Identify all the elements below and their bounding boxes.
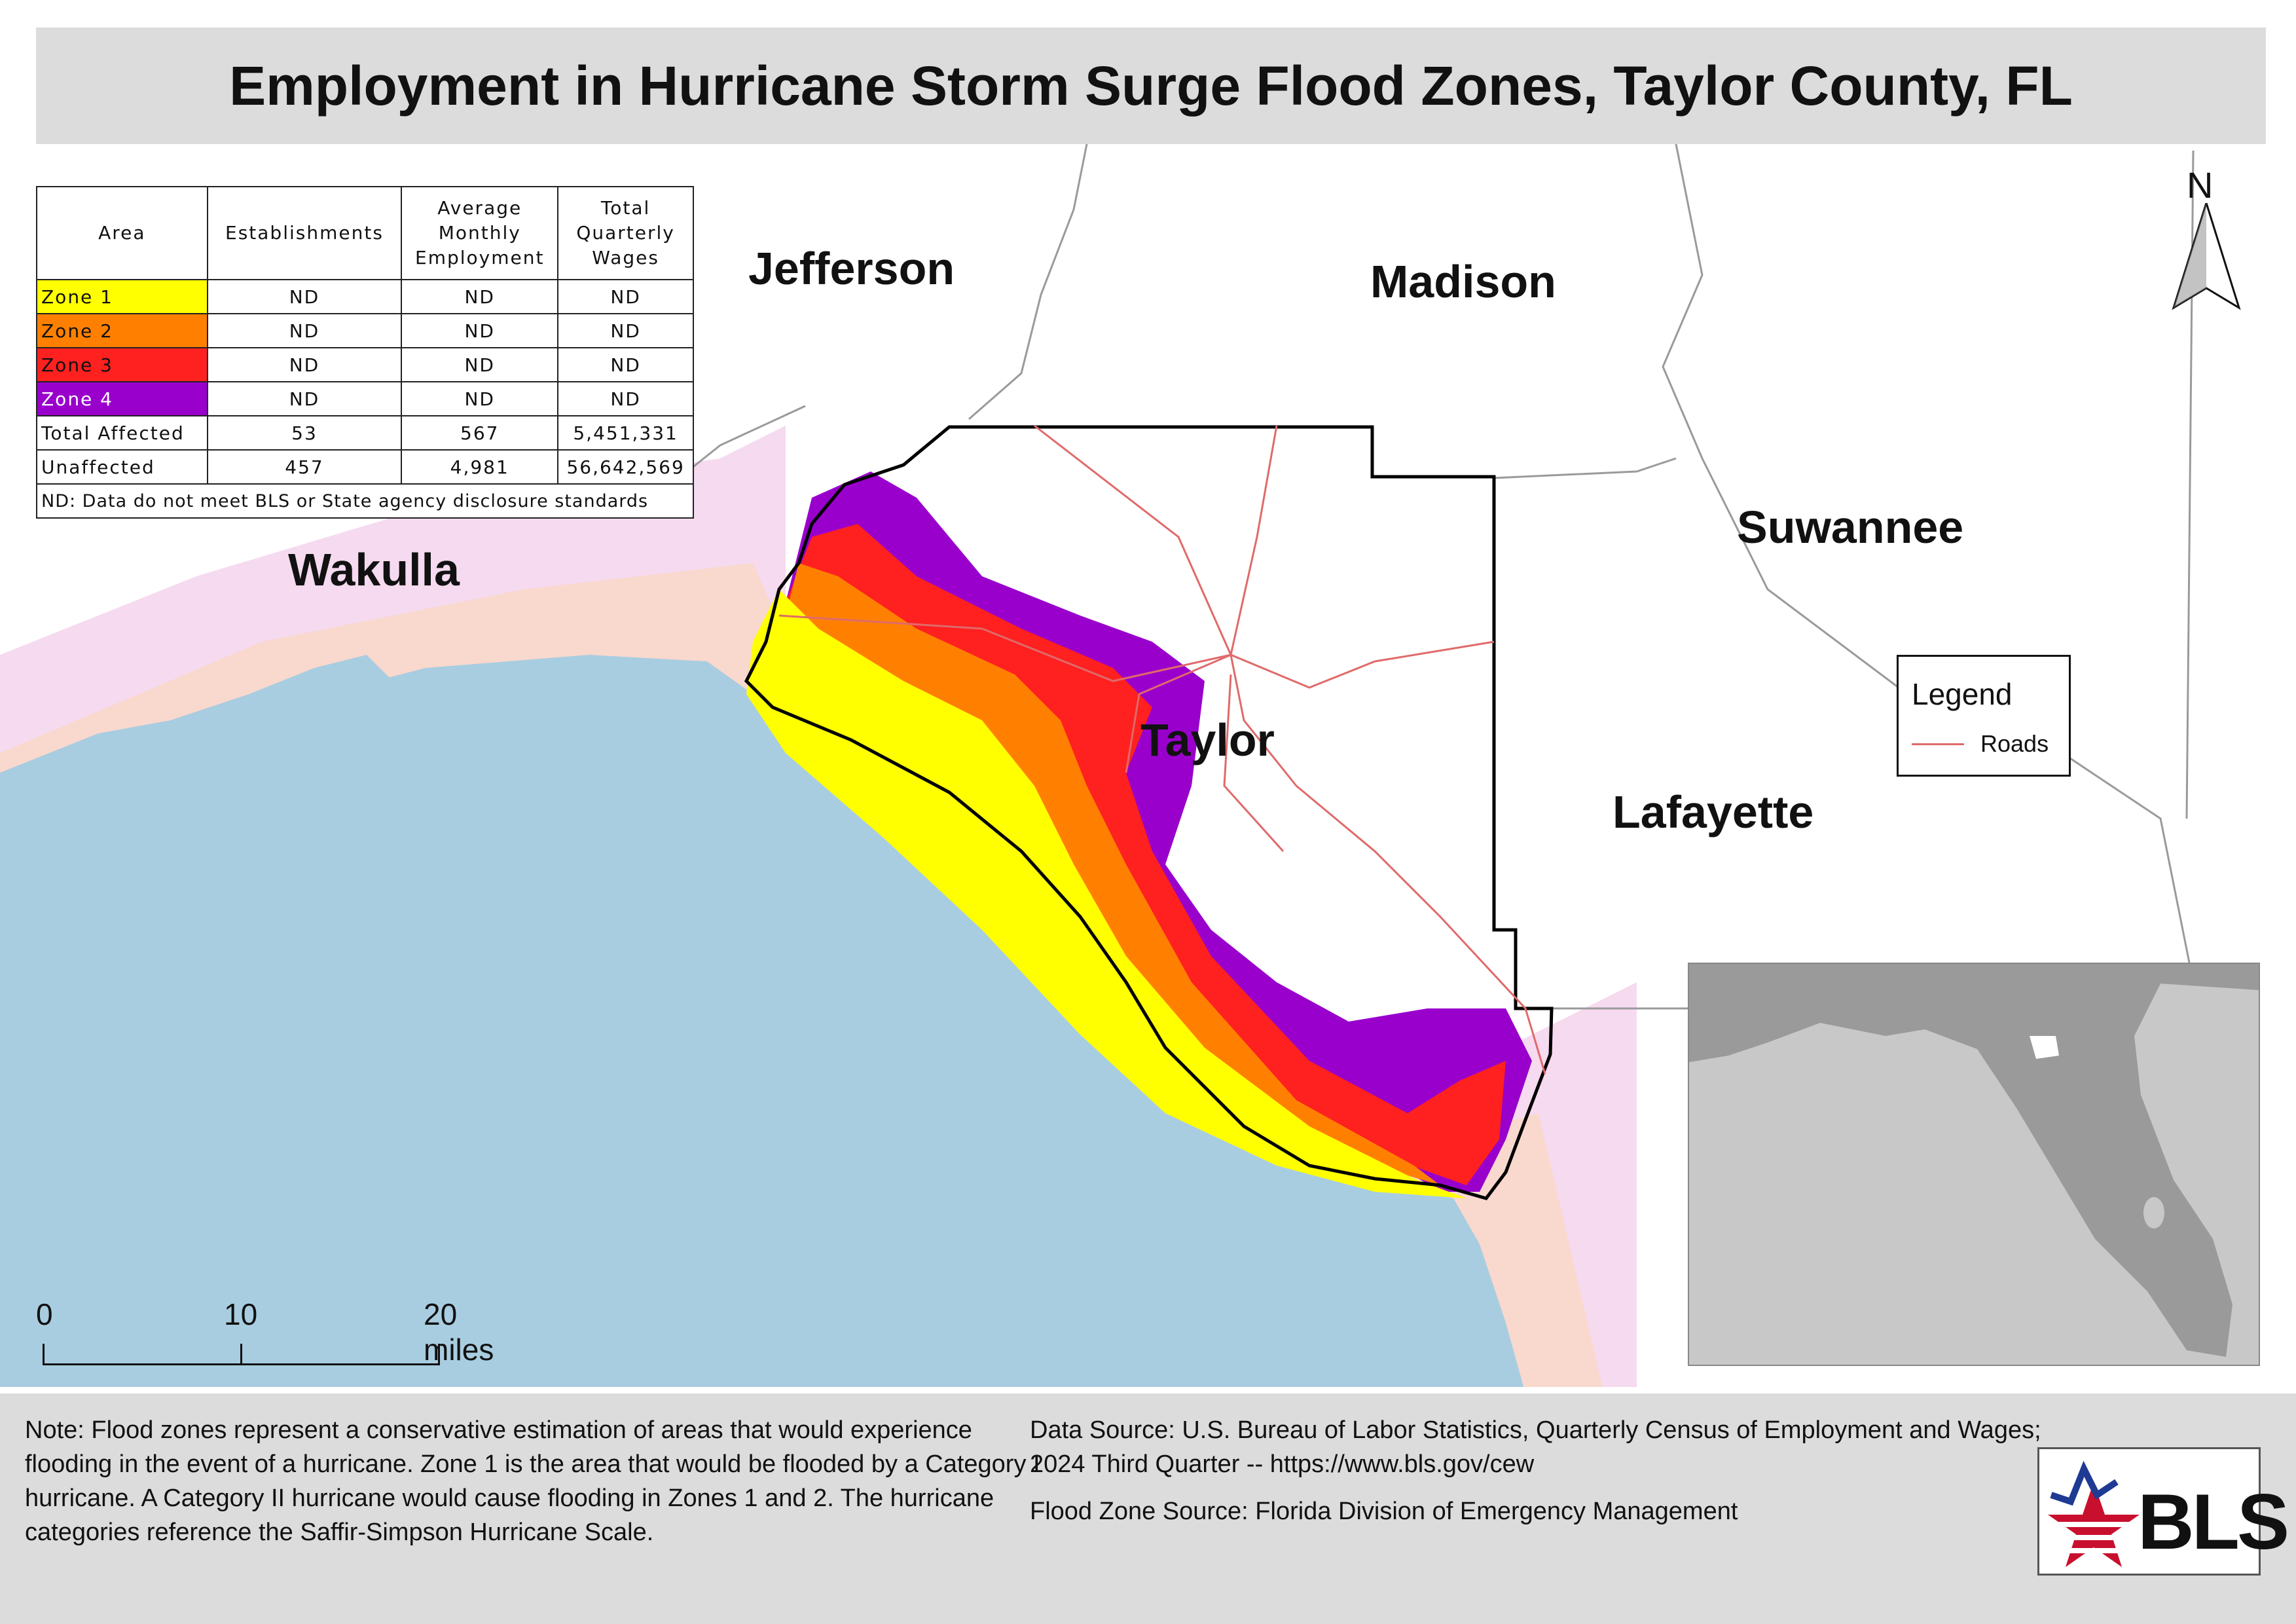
zone3-cell: Zone 3 (36, 347, 208, 382)
header-area: Area (36, 186, 208, 280)
bls-logo-text: BLS (2138, 1478, 2289, 1566)
flood-source-text: Flood Zone Source: Florida Division of E… (1030, 1498, 1738, 1525)
establishments-cell: 53 (206, 415, 403, 451)
table-footnote: ND: Data do not meet BLS or State agency… (36, 483, 694, 519)
scale-tick (438, 1344, 440, 1365)
taylor-county-outline (744, 425, 1554, 1200)
legend-title: Legend (1912, 677, 2013, 711)
scale-label-20: 20 miles (424, 1297, 494, 1367)
total-affected-cell: Total Affected (36, 415, 208, 451)
employment-cell: 567 (401, 415, 559, 451)
employment-cell: ND (401, 313, 559, 348)
county-label-suwannee: Suwannee (1737, 502, 1964, 553)
table-header-row: Area Establishments Average Monthly Empl… (36, 186, 694, 280)
florida-inset-shape (1689, 964, 2259, 1365)
county-label-madison: Madison (1370, 256, 1556, 307)
wages-cell: ND (557, 279, 694, 314)
employment-table: Area Establishments Average Monthly Empl… (36, 186, 694, 519)
employment-cell: ND (401, 347, 559, 382)
scale-label-0: 0 (36, 1297, 53, 1331)
north-arrow-icon (2172, 203, 2241, 310)
road-line-icon (1912, 743, 1964, 745)
county-label-wakulla: Wakulla (288, 544, 460, 595)
county-label-taylor: Taylor (1140, 714, 1275, 766)
establishments-cell: ND (206, 381, 403, 416)
table-footnote-row: ND: Data do not meet BLS or State agency… (36, 483, 694, 519)
north-arrow: N (2167, 164, 2246, 314)
establishments-cell: ND (206, 279, 403, 314)
wages-cell: ND (557, 347, 694, 382)
zone1-cell: Zone 1 (36, 279, 208, 314)
county-boundaries (654, 143, 2195, 1010)
title-bar: Employment in Hurricane Storm Surge Floo… (36, 28, 2266, 144)
establishments-cell: ND (206, 313, 403, 348)
map-title: Employment in Hurricane Storm Surge Floo… (229, 54, 2073, 117)
establishments-cell: ND (206, 347, 403, 382)
table-row: Zone 4 ND ND ND (36, 381, 694, 416)
employment-cell: 4,981 (401, 449, 559, 485)
sources: Data Source: U.S. Bureau of Labor Statis… (1030, 1413, 2051, 1541)
map-legend: Legend Roads (1897, 655, 2071, 777)
legend-label-roads: Roads (1980, 730, 2049, 757)
establishments-cell: 457 (206, 449, 403, 485)
county-label-lafayette: Lafayette (1613, 786, 1814, 838)
gulf-water (0, 655, 1525, 1393)
wages-cell: ND (557, 381, 694, 416)
bay-shore (0, 655, 393, 851)
north-letter: N (2187, 164, 2214, 206)
note-text: Note: Flood zones represent a conservati… (25, 1416, 1040, 1546)
employment-cell: ND (401, 279, 559, 314)
bls-logo: BLS (2037, 1447, 2289, 1576)
wages-cell: 56,642,569 (557, 449, 694, 485)
roads (778, 424, 1546, 1075)
bls-star-icon (2048, 1460, 2140, 1567)
zone4-cell: Zone 4 (36, 381, 208, 416)
unaffected-cell: Unaffected (36, 449, 208, 485)
zone1-area (746, 589, 1467, 1198)
scale-label-10: 10 (224, 1297, 258, 1331)
employment-cell: ND (401, 381, 559, 416)
table-row: Total Affected 53 567 5,451,331 (36, 415, 694, 451)
header-employment: Average Monthly Employment (401, 186, 559, 280)
zone2-cell: Zone 2 (36, 313, 208, 348)
header-wages: Total Quarterly Wages (557, 186, 694, 280)
scale-tick (43, 1344, 45, 1365)
county-label-jefferson: Jefferson (748, 243, 955, 294)
scale-bar: 0 10 20 miles (36, 1297, 494, 1375)
table-row: Zone 3 ND ND ND (36, 347, 694, 382)
wages-cell: 5,451,331 (557, 415, 694, 451)
table-row: Unaffected 457 4,981 56,642,569 (36, 449, 694, 485)
scale-tick (240, 1344, 242, 1365)
table-row: Zone 1 ND ND ND (36, 279, 694, 314)
header-establishments: Establishments (206, 186, 403, 280)
table-row: Zone 2 ND ND ND (36, 313, 694, 348)
wages-cell: ND (557, 313, 694, 348)
footer-panel: Note: Flood zones represent a conservati… (0, 1393, 2296, 1624)
inset-locator-map (1688, 963, 2260, 1366)
data-source-text: Data Source: U.S. Bureau of Labor Statis… (1030, 1416, 2041, 1478)
